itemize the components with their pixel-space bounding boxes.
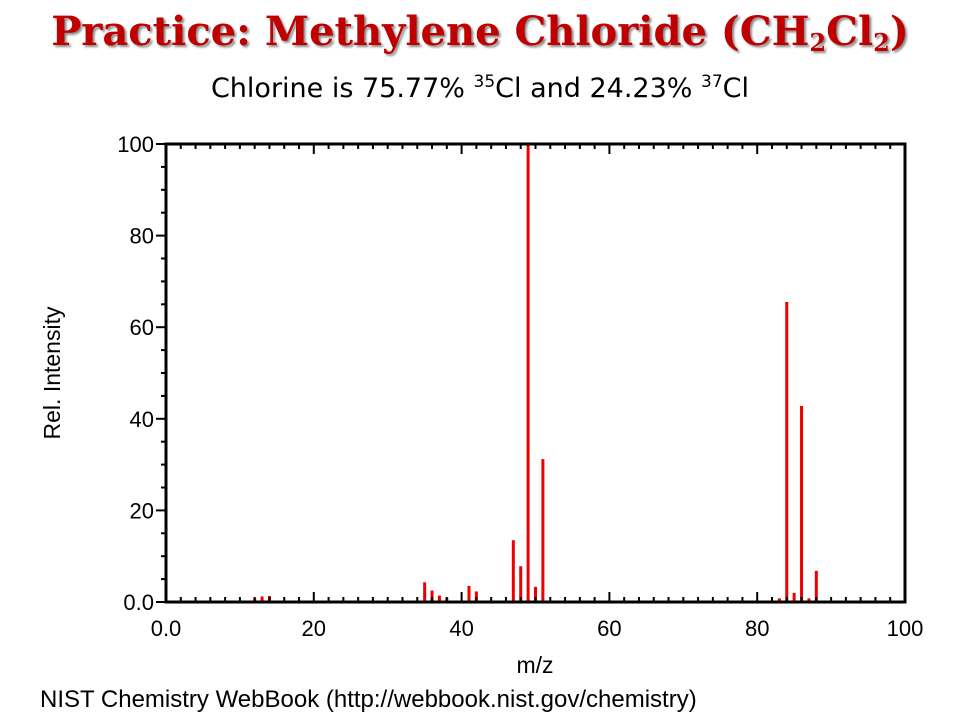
subtitle-superscript-1: 35 — [473, 72, 496, 92]
y-tick-label: 40 — [130, 407, 154, 432]
x-tick-label: 80 — [745, 616, 769, 641]
title-text: Practice: Methylene Chloride (CH — [51, 8, 810, 55]
y-tick-label: 0.0 — [123, 590, 154, 615]
title-text-mid: Cl — [826, 8, 874, 55]
y-tick-label: 80 — [130, 224, 154, 249]
plot-frame — [164, 142, 907, 604]
subtitle-superscript-2: 37 — [701, 72, 723, 92]
x-tick-label: 40 — [449, 616, 473, 641]
title-subscript-2: 2 — [873, 28, 890, 57]
subtitle-text-2: Cl and 24.23% — [495, 73, 702, 104]
title-text-end: ) — [889, 8, 909, 55]
slide-title: Practice: Methylene Chloride (CH2Cl2) — [0, 8, 960, 57]
x-tick-label: 0.0 — [151, 616, 182, 641]
x-axis-title: m/z — [516, 652, 553, 678]
y-tick-label: 100 — [117, 132, 154, 157]
subtitle-text-1: Chlorine is 75.77% — [210, 73, 474, 104]
y-tick-label: 60 — [130, 315, 154, 340]
x-tick-label: 20 — [302, 616, 326, 641]
x-tick-label: 100 — [887, 616, 924, 641]
title-subscript-1: 2 — [809, 28, 827, 57]
peak-bars — [253, 144, 818, 602]
axis-ticks — [156, 143, 906, 603]
y-tick-label: 20 — [130, 498, 154, 523]
source-credit: NIST Chemistry WebBook (http://webbook.n… — [40, 686, 697, 713]
y-axis-title: Rel. Intensity — [39, 306, 65, 439]
x-tick-label: 60 — [597, 616, 621, 641]
subtitle-text-3: Cl — [722, 73, 750, 104]
slide-subtitle: Chlorine is 75.77% 35Cl and 24.23% 37Cl — [0, 72, 960, 104]
axis-tick-labels: 0.0 20 40 60 80 100 0.0 20 40 60 80 100 — [117, 132, 923, 641]
